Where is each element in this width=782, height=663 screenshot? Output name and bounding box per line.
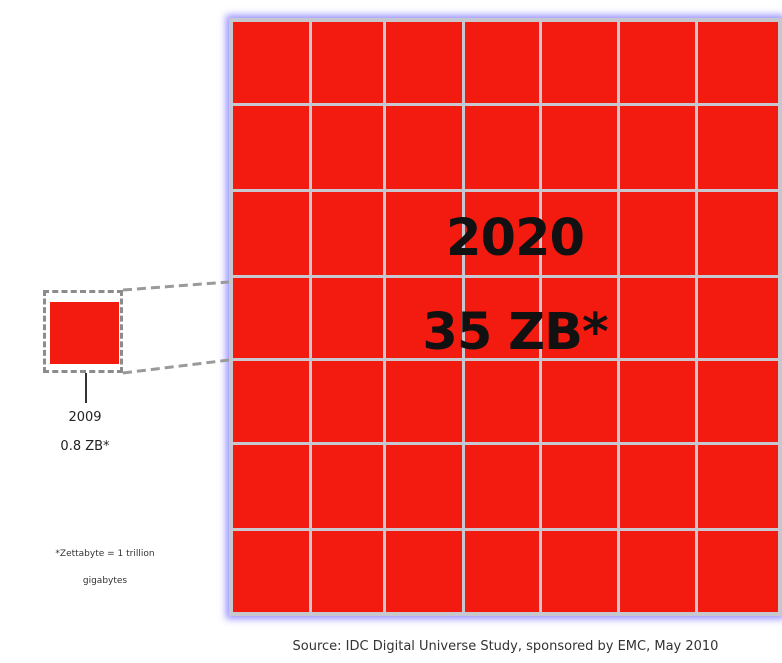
grid-cell — [541, 360, 617, 442]
grid-cell — [311, 105, 383, 189]
footnote-line-2: gigabytes — [82, 576, 128, 586]
connector-top-line — [122, 280, 230, 292]
big-year-label: 2020 — [446, 209, 585, 268]
grid-cell — [619, 105, 695, 189]
grid-cell — [619, 444, 695, 528]
small-box-outline — [43, 290, 123, 373]
small-year-label: 2009 — [68, 410, 102, 425]
small-size-label: 0.8 ZB* — [60, 439, 110, 454]
grid-cell — [233, 22, 309, 103]
connector-bottom-line — [122, 358, 230, 375]
grid-cell — [619, 277, 695, 358]
grid-cell — [233, 360, 309, 442]
grid-cell — [541, 105, 617, 189]
grid-cell — [619, 360, 695, 442]
grid-cell — [385, 277, 462, 358]
grid-cell — [311, 277, 383, 358]
grid-cell — [464, 22, 539, 103]
grid-cell — [697, 191, 778, 275]
grid-cell — [311, 22, 383, 103]
small-box-2009 — [50, 302, 119, 364]
grid-cell — [541, 191, 617, 275]
grid-cell — [385, 530, 462, 612]
grid-cell — [697, 22, 778, 103]
grid-cell — [541, 22, 617, 103]
grid-cell — [697, 277, 778, 358]
grid-cell — [233, 444, 309, 528]
grid-cell — [464, 277, 539, 358]
grid-cell — [464, 530, 539, 612]
grid-cell — [464, 444, 539, 528]
grid-cell — [233, 530, 309, 612]
grid-cell — [233, 105, 309, 189]
grid-cell — [385, 22, 462, 103]
source-caption: Source: IDC Digital Universe Study, spon… — [292, 639, 719, 654]
grid-cell — [697, 444, 778, 528]
grid-cell — [233, 191, 309, 275]
big-size-label: 35 ZB* — [422, 303, 608, 362]
grid-cell — [697, 360, 778, 442]
grid-cell — [619, 191, 695, 275]
grid-cell — [385, 360, 462, 442]
grid-cell — [619, 530, 695, 612]
grid-cell — [385, 191, 462, 275]
grid-cell — [311, 444, 383, 528]
grid-cell — [311, 530, 383, 612]
grid-cell — [541, 277, 617, 358]
footnote-line-1: *Zettabyte = 1 trillion — [55, 549, 155, 559]
grid-cell — [464, 191, 539, 275]
pointer-line — [85, 373, 87, 403]
grid-cell — [464, 105, 539, 189]
grid-cell — [385, 105, 462, 189]
grid-cell — [233, 277, 309, 358]
grid-cell — [311, 360, 383, 442]
grid-cell — [619, 22, 695, 103]
grid-cell — [311, 191, 383, 275]
grid-cell — [464, 360, 539, 442]
grid-cell — [541, 530, 617, 612]
grid-cell — [385, 444, 462, 528]
grid-cell — [541, 444, 617, 528]
grid-2020 — [229, 18, 782, 616]
grid-cell — [697, 530, 778, 612]
grid-cell — [697, 105, 778, 189]
